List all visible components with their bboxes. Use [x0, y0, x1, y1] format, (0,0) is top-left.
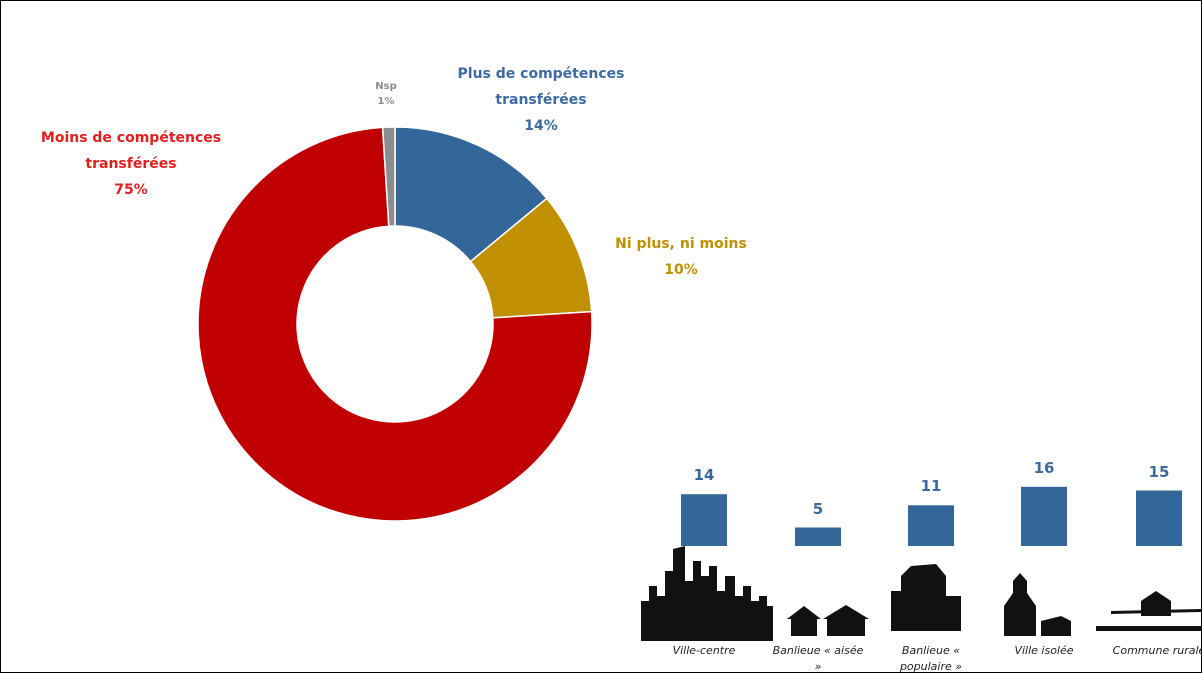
building-icon	[891, 564, 961, 631]
segment-label: Nsp 1%	[356, 79, 416, 109]
value-label: 11	[920, 477, 942, 496]
segment-value: 10%	[664, 262, 698, 278]
bar	[795, 527, 841, 546]
bar	[1021, 486, 1067, 546]
donut-segment	[381, 126, 396, 227]
value-label: 14	[693, 466, 715, 485]
category-label: Ville isolée	[1014, 644, 1074, 657]
segment-name: Nsp	[375, 81, 397, 92]
city-icon	[641, 546, 773, 641]
category-label: Banlieue « populaire »	[899, 644, 963, 673]
value-label: 5	[812, 499, 824, 518]
segment-label: Moins de compétences transférées 75%	[11, 125, 251, 203]
category-label: Ville-centre	[672, 644, 736, 657]
segment-name: Moins de compétences transférées	[40, 130, 222, 172]
icons	[641, 546, 1201, 641]
bar	[908, 505, 954, 546]
value-label: 15	[1148, 462, 1170, 481]
value-label: 16	[1033, 458, 1055, 477]
segment-label: Ni plus, ni moins 10%	[586, 231, 776, 283]
segment-name: Ni plus, ni moins	[615, 236, 747, 252]
category-label: Banlieue « aisée »	[772, 644, 864, 673]
segment-name: Plus de compétences transférées	[457, 66, 625, 108]
donut-segment	[197, 126, 593, 522]
houses-icon	[787, 605, 869, 636]
segment-value: 75%	[114, 182, 148, 198]
church-icon	[1004, 573, 1071, 636]
segment-value: 14%	[524, 118, 558, 134]
bar	[1136, 490, 1182, 546]
category-label: Commune rurale	[1112, 644, 1202, 657]
segment-label: Plus de compétences transférées 14%	[431, 61, 651, 139]
farm-icon	[1096, 591, 1201, 631]
bar	[681, 494, 727, 546]
segment-value: 1%	[377, 96, 395, 107]
